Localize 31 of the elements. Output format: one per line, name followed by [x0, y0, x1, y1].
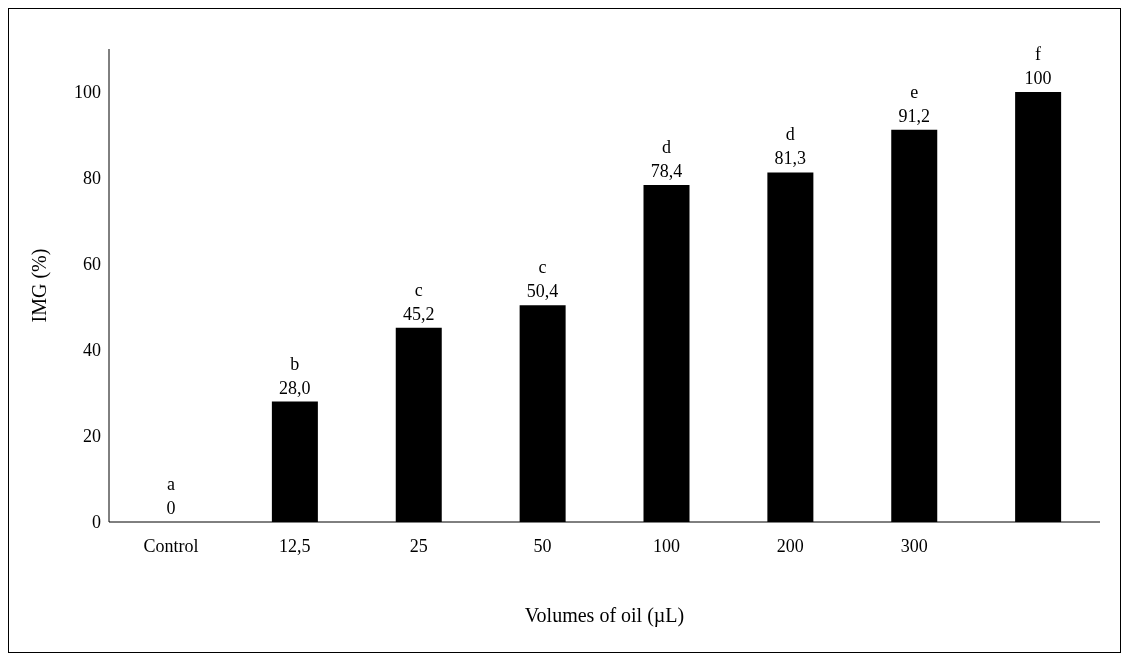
annotation: c	[414, 279, 423, 300]
data-label: 81,3	[774, 148, 807, 169]
data-label: 50,4	[526, 281, 559, 302]
y-axis-title: IMG (%)	[28, 248, 52, 323]
x-tick-label: 300	[900, 536, 928, 556]
x-tick-label: 50	[533, 536, 552, 556]
data-label: 45,2	[402, 303, 435, 324]
data-label: 91,2	[898, 105, 930, 126]
x-tick-label: 200	[776, 536, 804, 556]
annotation: c	[538, 257, 547, 278]
annotation: d	[661, 136, 671, 157]
x-tick-label: 12,5	[279, 536, 311, 556]
y-tick-label: 100	[74, 82, 101, 103]
x-tick-label: 100	[652, 536, 680, 556]
y-tick-label: 40	[83, 340, 101, 361]
x-tick-label: 25	[409, 536, 428, 556]
annotation: f	[1035, 44, 1042, 64]
y-tick-label: 80	[83, 168, 101, 189]
x-tick-label: Control	[143, 536, 199, 556]
annotation: e	[910, 81, 919, 102]
data-label: 0	[166, 498, 176, 518]
y-tick-label: 20	[83, 426, 101, 447]
data-label: 100	[1024, 68, 1052, 88]
y-tick-label: 0	[92, 512, 101, 533]
annotation: a	[166, 474, 175, 494]
y-tick-label: 60	[83, 254, 101, 275]
annotation: d	[785, 124, 795, 145]
data-label: 78,4	[650, 160, 683, 181]
x-axis-title: Volumes of oil (µL)	[524, 604, 685, 627]
data-label: 28,0	[279, 377, 311, 398]
annotation: b	[290, 353, 300, 374]
